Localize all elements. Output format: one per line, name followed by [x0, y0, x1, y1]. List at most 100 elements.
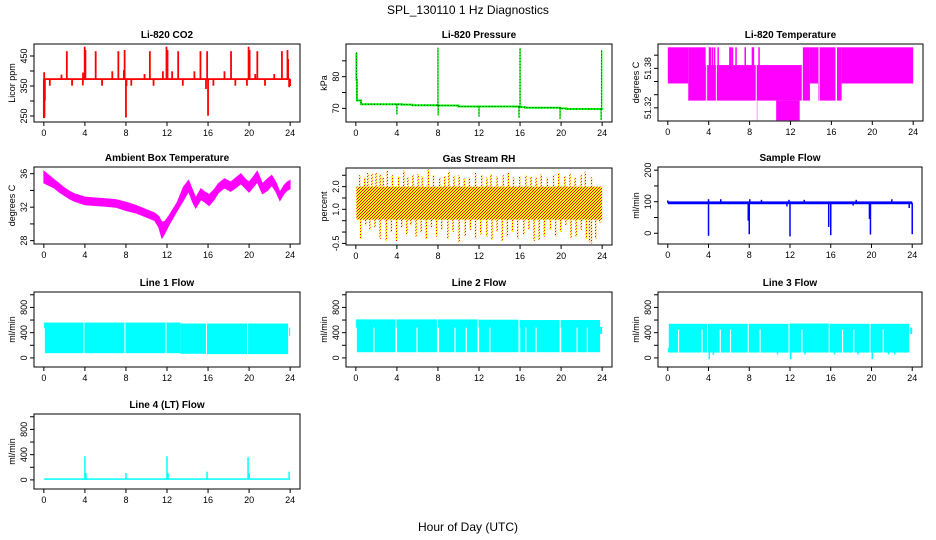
data-band	[705, 65, 803, 101]
x-tick-label: 4	[82, 373, 87, 383]
x-axis: 0 4 8 12 16 20 24	[41, 121, 295, 138]
data-spike	[543, 219, 545, 237]
data-spike	[588, 219, 591, 243]
data-spike	[502, 175, 504, 187]
data-spike	[552, 175, 555, 187]
data-spike	[590, 219, 593, 244]
data-band	[841, 47, 914, 84]
data-spike	[369, 219, 371, 230]
data-spike	[463, 178, 465, 187]
y-axis: 70 80	[331, 60, 347, 113]
data-spike	[731, 47, 734, 66]
y-tick-label: 0	[331, 355, 341, 360]
x-tick-label: 20	[244, 373, 254, 383]
x-tick-label: 4	[82, 128, 87, 138]
data-spike	[540, 174, 542, 187]
data-spike	[708, 352, 711, 360]
x-tick-label: 20	[867, 127, 877, 137]
data-spike	[833, 352, 836, 355]
data-spike	[530, 176, 532, 187]
y-tick-label: 100	[643, 194, 653, 209]
panel-sample-flow: 0 4 8 12 16 20 24 0 100 200 ml/min Sample Flow	[631, 153, 923, 260]
x-tick-label: 8	[747, 127, 752, 137]
data-spike	[406, 219, 408, 235]
data-band	[818, 47, 836, 101]
data-spike	[395, 219, 398, 242]
flow-band	[748, 323, 789, 353]
data-spike	[397, 176, 400, 187]
y-tick-label: 28	[19, 236, 29, 246]
y-tick-label: 1.0	[331, 203, 341, 216]
data-spike	[420, 219, 422, 233]
y-tick-label: 0	[643, 231, 653, 236]
x-tick-label: 16	[515, 128, 525, 138]
x-tick-label: 12	[785, 373, 795, 383]
figure-xlabel: Hour of Day (UTC)	[418, 520, 518, 534]
y-tick-label: 400	[331, 325, 341, 340]
data-spike	[857, 352, 859, 355]
data-band	[756, 100, 758, 121]
data-gap	[882, 329, 884, 367]
plot-area	[356, 169, 603, 244]
data-spike	[458, 219, 460, 243]
y-axis: 28 32 36	[19, 169, 35, 246]
data-spike	[458, 175, 460, 187]
data-spike	[491, 219, 493, 241]
x-tick-label: 12	[474, 373, 484, 383]
data-spike	[570, 219, 572, 238]
data-spike	[584, 171, 587, 187]
x-tick-label: 8	[123, 250, 128, 260]
data-gap	[395, 327, 398, 367]
data-spike	[364, 177, 366, 187]
data-spike	[421, 176, 423, 187]
data-spike	[519, 176, 521, 187]
flow-band	[289, 327, 291, 336]
y-axis: 0 400 800	[19, 294, 35, 360]
y-tick-label: 800	[643, 300, 653, 315]
x-tick-label: 20	[556, 128, 566, 138]
flow-band	[829, 323, 870, 353]
y-tick-label: 80	[331, 72, 341, 82]
y-axis: 0 100 200	[643, 163, 659, 236]
flow-band	[560, 320, 601, 353]
x-tick-label: 24	[597, 373, 607, 383]
data-spike	[729, 47, 731, 66]
data-spike	[444, 176, 446, 187]
x-tick-label: 20	[244, 128, 254, 138]
y-tick-label: -0.5	[331, 236, 341, 252]
x-tick-label: 16	[203, 495, 213, 505]
data-spike	[367, 172, 369, 187]
y-axis-label: ml/min	[631, 316, 641, 343]
x-tick-label: 24	[908, 127, 918, 137]
data-gap	[454, 327, 456, 367]
data-spike	[730, 47, 732, 66]
y-axis: 0 400 800	[643, 294, 659, 360]
flow-band	[166, 322, 181, 354]
flow-band	[478, 319, 519, 353]
data-spike	[709, 47, 712, 66]
data-spike	[403, 170, 405, 187]
x-tick-label: 0	[665, 127, 670, 137]
panel-title: Line 3 Flow	[763, 278, 818, 289]
x-tick-label: 4	[394, 128, 399, 138]
x-tick-label: 12	[162, 250, 172, 260]
x-tick-label: 20	[556, 373, 566, 383]
x-tick-label: 0	[41, 250, 46, 260]
x-tick-label: 20	[866, 250, 876, 260]
data-spike	[415, 219, 417, 237]
data-spike	[432, 175, 435, 187]
data-gap	[706, 44, 708, 121]
y-axis-label: degrees C	[7, 184, 17, 226]
plot-area	[43, 322, 291, 355]
panel-title: Sample Flow	[759, 153, 820, 164]
flow-band	[207, 323, 248, 355]
data-gap	[719, 329, 721, 367]
x-axis: 0 4 8 12 16 20 24	[665, 243, 917, 260]
x-tick-label: 0	[353, 373, 358, 383]
flow-band	[600, 326, 603, 334]
x-tick-label: 12	[785, 127, 795, 137]
y-tick-label: 800	[19, 422, 29, 437]
